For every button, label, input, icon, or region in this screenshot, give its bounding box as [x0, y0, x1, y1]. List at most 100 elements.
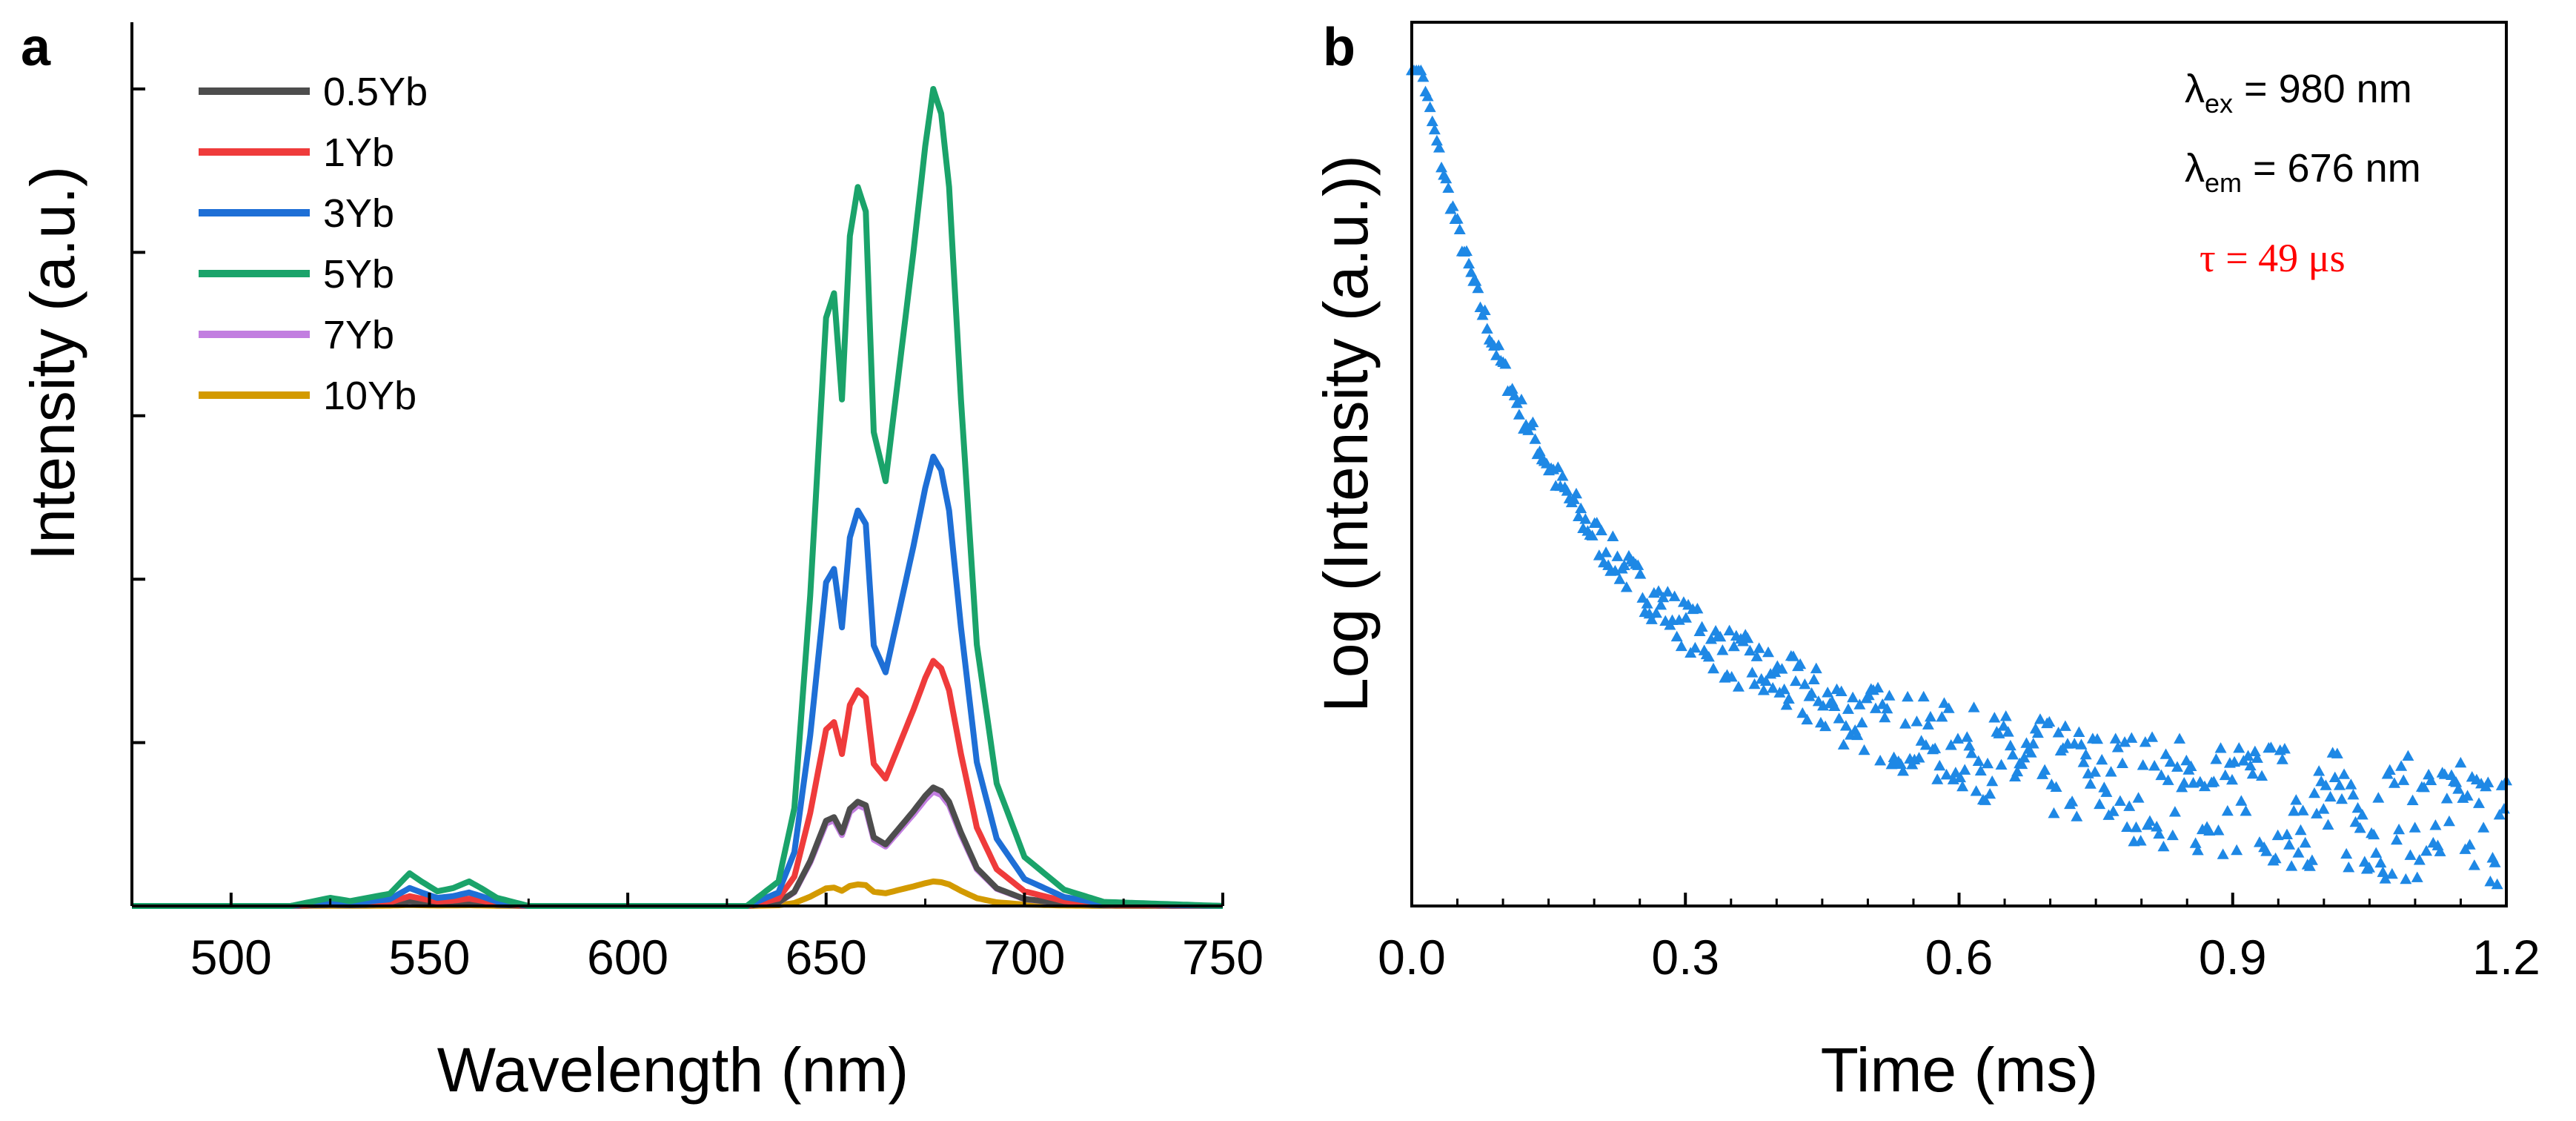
decay-point: [2292, 847, 2305, 858]
decay-point: [2395, 760, 2408, 771]
decay-point: [1767, 682, 1779, 693]
decay-point: [2002, 726, 2014, 737]
decay-point: [1986, 775, 1999, 787]
panel-a-x-axis-title: Wavelength (nm): [437, 1035, 909, 1105]
decay-point: [1723, 624, 1736, 635]
decay-point: [1874, 754, 1887, 766]
decay-point: [1426, 115, 1438, 127]
decay-point: [2123, 800, 2136, 811]
decay-point: [2164, 755, 2177, 767]
decay-point: [2493, 809, 2506, 820]
panel-b-x-tick-label: 0.0: [1378, 930, 1446, 985]
decay-point: [2004, 739, 2016, 751]
spectrum-line-1Yb: [132, 658, 1224, 909]
decay-point: [1417, 70, 1430, 82]
decay-point: [1657, 591, 1670, 603]
decay-point: [2025, 747, 2037, 758]
decay-point: [1782, 692, 1795, 704]
decay-point: [2260, 845, 2273, 856]
decay-point: [1716, 644, 1729, 655]
decay-point: [2374, 856, 2387, 868]
panel-b-x-tick-label: 0.6: [1925, 930, 1994, 985]
decay-point: [1894, 758, 1907, 770]
decay-point: [1579, 513, 1592, 524]
panel-b-x-tick-label: 1.2: [2472, 930, 2540, 985]
decay-point: [2059, 720, 2071, 731]
decay-point: [1919, 739, 1932, 750]
decay-point: [1856, 716, 1868, 728]
decay-point: [1858, 744, 1870, 755]
legend-label-5Yb: 5Yb: [323, 252, 394, 297]
decay-point: [1833, 712, 1845, 724]
decay-point: [1513, 409, 1525, 420]
decay-point: [2137, 759, 2149, 770]
decay-point: [2472, 797, 2485, 808]
decay-point: [2454, 756, 2467, 768]
decay-point: [1451, 213, 1464, 224]
decay-point: [2317, 803, 2330, 814]
decay-point: [2311, 807, 2323, 819]
decay-point: [1575, 502, 1587, 514]
lambda-em-subscript: em: [2205, 168, 2242, 198]
decay-point: [1982, 757, 1994, 769]
decay-point: [2210, 753, 2223, 764]
decay-point: [2212, 824, 2225, 836]
decay-point: [2306, 854, 2318, 865]
decay-point: [2198, 780, 2211, 792]
legend-label-10Yb: 10Yb: [323, 374, 416, 418]
decay-point: [1896, 765, 1909, 776]
decay-point: [2034, 713, 2046, 724]
decay-point: [2290, 794, 2303, 805]
decay-point: [2335, 793, 2348, 804]
decay-point: [1917, 690, 1930, 702]
decay-point: [1732, 681, 1745, 692]
decay-point: [2299, 836, 2311, 848]
decay-point: [1493, 339, 1505, 351]
decay-point: [1899, 718, 1912, 729]
decay-point: [2121, 821, 2134, 833]
decay-point: [2434, 845, 2446, 856]
decay-point: [1819, 720, 1832, 732]
decay-point: [1567, 493, 1580, 504]
decay-point: [1778, 683, 1790, 695]
panel-a-x-tick-label: 550: [388, 930, 470, 985]
decay-point: [2288, 804, 2300, 816]
decay-point: [2157, 840, 2170, 852]
decay-point: [2340, 847, 2353, 859]
legend-label-3Yb: 3Yb: [323, 191, 394, 236]
panel-b-x-axis-title: Time (ms): [1821, 1035, 2099, 1105]
decay-point: [1668, 590, 1681, 601]
decay-point: [2256, 770, 2268, 781]
panel-a: a 500 550 600 650 700 750 Wavelength (nm) Int…: [18, 18, 1264, 1105]
decay-point: [1794, 658, 1807, 669]
decay-point: [1645, 613, 1658, 624]
decay-point: [1704, 633, 1717, 644]
decay-point: [1822, 687, 1834, 698]
decay-point: [2303, 860, 2316, 871]
decay-point: [2356, 808, 2368, 820]
decay-point: [1490, 349, 1503, 360]
decay-point: [1970, 785, 1982, 796]
decay-point: [1552, 461, 1564, 472]
decay-point: [2148, 760, 2161, 771]
decay-point: [1954, 771, 1967, 783]
lambda-ex-value: = 980 nm: [2233, 67, 2412, 111]
decay-point: [1879, 711, 1891, 723]
decay-point: [2358, 856, 2371, 867]
decay-point: [1968, 701, 1980, 712]
decay-point: [2219, 769, 2231, 781]
decay-point: [1421, 90, 1434, 102]
panel-b-plot-area: [1406, 65, 2512, 890]
decay-point: [1499, 357, 1512, 369]
decay-point: [2349, 816, 2362, 827]
decay-point: [1972, 755, 1985, 766]
lambda-em-symbol: λ: [2185, 146, 2205, 191]
decay-point: [2425, 774, 2437, 785]
panel-b: b 0.0 0.3 0.6 0.9 1.2 Time (ms) Log (Intensi…: [1311, 18, 2540, 1105]
decay-point: [1590, 517, 1603, 528]
decay-point: [2482, 776, 2494, 787]
decay-point: [1842, 703, 1854, 714]
decay-point: [2269, 852, 2282, 864]
decay-point: [2320, 779, 2332, 790]
